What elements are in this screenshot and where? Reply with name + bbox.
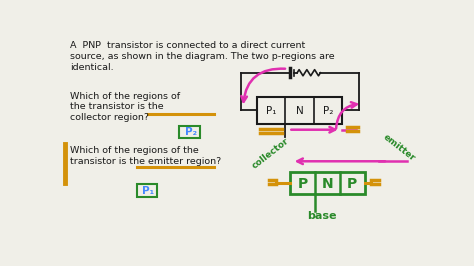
Text: collector region?: collector region? (70, 113, 149, 122)
Text: P: P (347, 177, 357, 191)
Text: source, as shown in the diagram. The two p-regions are: source, as shown in the diagram. The two… (70, 52, 335, 61)
Text: base: base (307, 211, 337, 221)
Text: the transistor is the: the transistor is the (70, 102, 164, 111)
Bar (179, 126, 200, 138)
Bar (257, 97, 342, 123)
Text: N: N (296, 106, 303, 116)
Text: identical.: identical. (70, 63, 114, 72)
Text: collector: collector (250, 136, 290, 171)
Text: P₁: P₁ (266, 106, 276, 116)
Text: emitter: emitter (382, 132, 417, 163)
Text: Which of the regions of: Which of the regions of (70, 92, 180, 101)
Text: P₂: P₂ (323, 106, 333, 116)
Bar (137, 184, 157, 197)
Text: transistor is the emitter region?: transistor is the emitter region? (70, 157, 221, 166)
Text: Which of the regions of the: Which of the regions of the (70, 146, 199, 155)
Text: A  PNP  transistor is connected to a direct current: A PNP transistor is connected to a direc… (70, 41, 305, 50)
Text: P₁: P₁ (142, 186, 155, 196)
Bar (290, 172, 365, 194)
Text: P: P (298, 177, 308, 191)
Text: P₂: P₂ (185, 127, 197, 138)
Text: N: N (321, 177, 333, 191)
